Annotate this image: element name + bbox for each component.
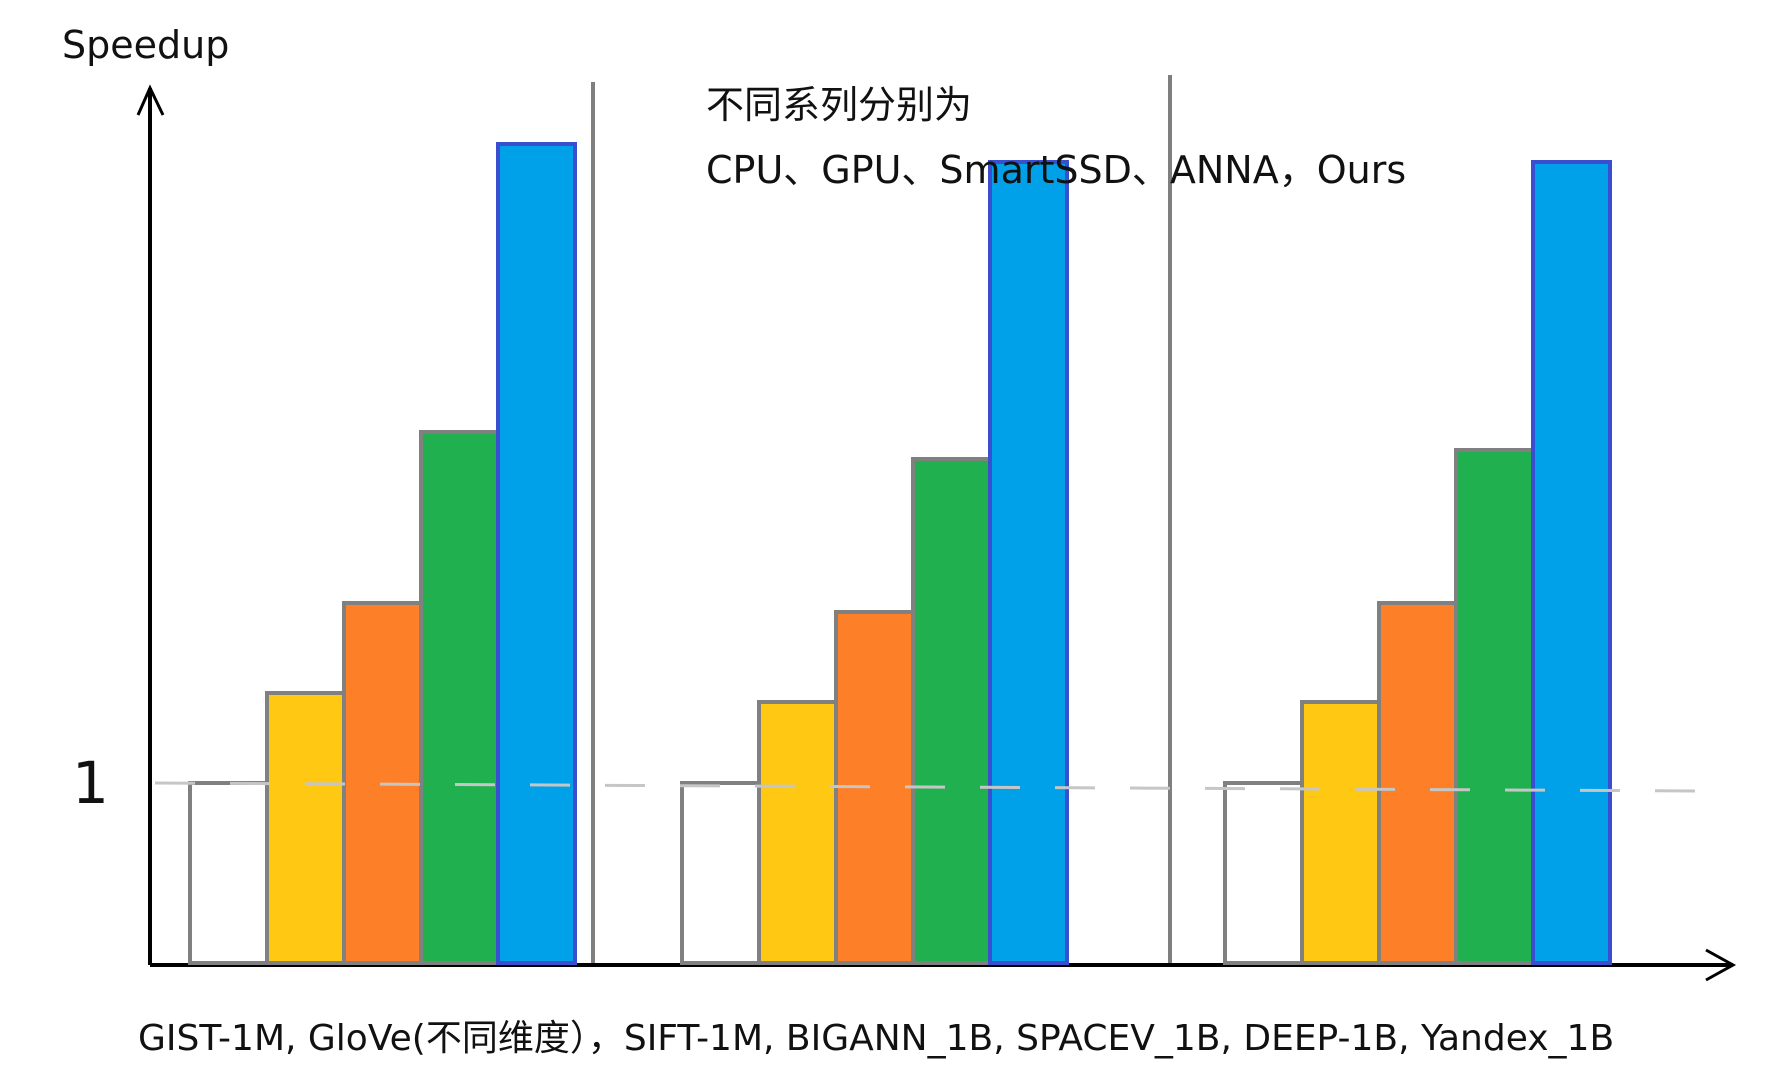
annotation-line-2: CPU、GPU、SmartSSD、ANNA，Ours <box>706 148 1406 192</box>
bar-smartssd-group-3 <box>1377 601 1458 965</box>
bars-layer <box>188 142 1612 965</box>
y-axis-arrow <box>136 84 165 116</box>
bar-anna-group-2 <box>911 457 992 965</box>
bar-cpu-group-2 <box>680 781 761 965</box>
y-axis-label: Speedup <box>62 23 229 67</box>
bar-cpu-group-1 <box>188 781 269 965</box>
bar-anna-group-1 <box>419 430 500 965</box>
annotation-line-1: 不同系列分别为 <box>706 83 972 127</box>
bar-ours-group-2 <box>988 160 1069 965</box>
reference-line <box>154 781 1706 793</box>
bar-gpu-group-2 <box>757 700 838 965</box>
x-axis-label: GIST-1M, GloVe(不同维度），SIFT-1M, BIGANN_1B,… <box>138 1018 1614 1059</box>
bar-ours-group-3 <box>1531 160 1612 965</box>
bar-ours-group-1 <box>496 142 577 965</box>
bar-anna-group-3 <box>1454 448 1535 965</box>
bar-gpu-group-3 <box>1300 700 1381 965</box>
reference-line-label: 1 <box>72 749 109 817</box>
bar-cpu-group-3 <box>1223 781 1304 965</box>
bar-gpu-group-1 <box>265 691 346 965</box>
x-axis-arrow <box>1705 948 1737 982</box>
